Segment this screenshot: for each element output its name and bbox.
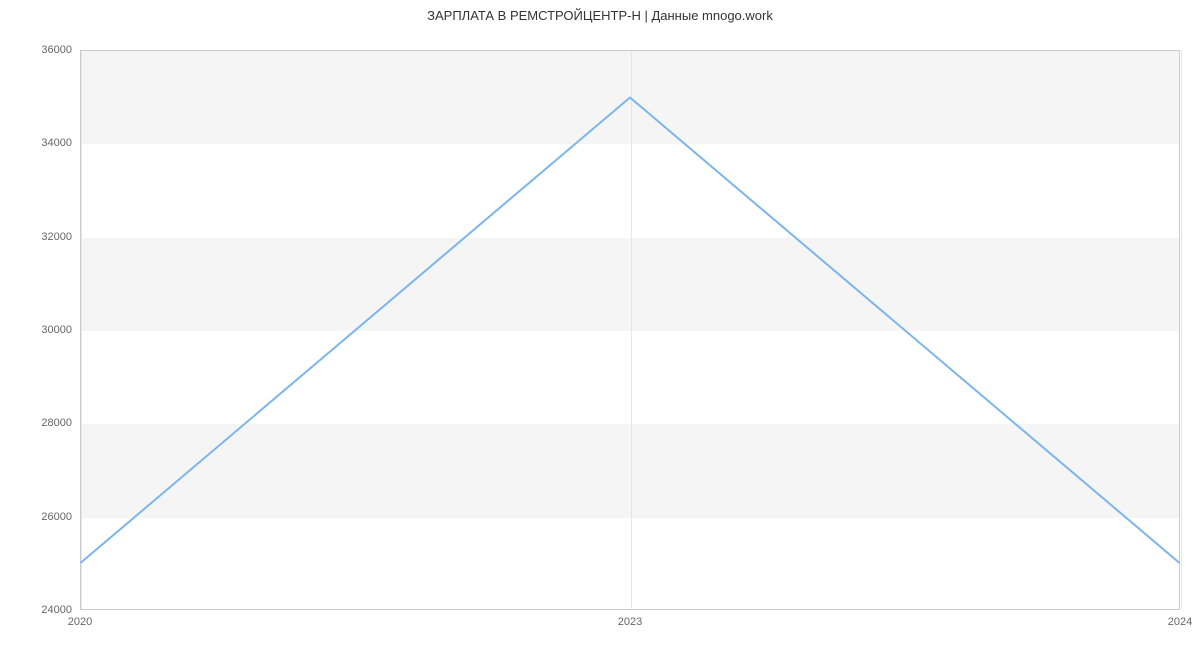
x-tick-label: 2023 [618,616,642,628]
y-tick-label: 34000 [12,137,72,149]
y-tick-label: 24000 [12,604,72,616]
line-layer [81,51,1179,609]
series-line [81,98,1179,563]
x-tick-label: 2020 [68,616,92,628]
plot-area [80,50,1180,610]
chart-title: ЗАРПЛАТА В РЕМСТРОЙЦЕНТР-Н | Данные mnog… [0,8,1200,23]
x-tick-label: 2024 [1168,616,1192,628]
y-tick-label: 30000 [12,324,72,336]
y-tick-label: 26000 [12,511,72,523]
grid-line-v [1181,51,1182,609]
y-tick-label: 32000 [12,231,72,243]
salary-line-chart: ЗАРПЛАТА В РЕМСТРОЙЦЕНТР-Н | Данные mnog… [0,0,1200,650]
y-tick-label: 28000 [12,417,72,429]
y-tick-label: 36000 [12,44,72,56]
